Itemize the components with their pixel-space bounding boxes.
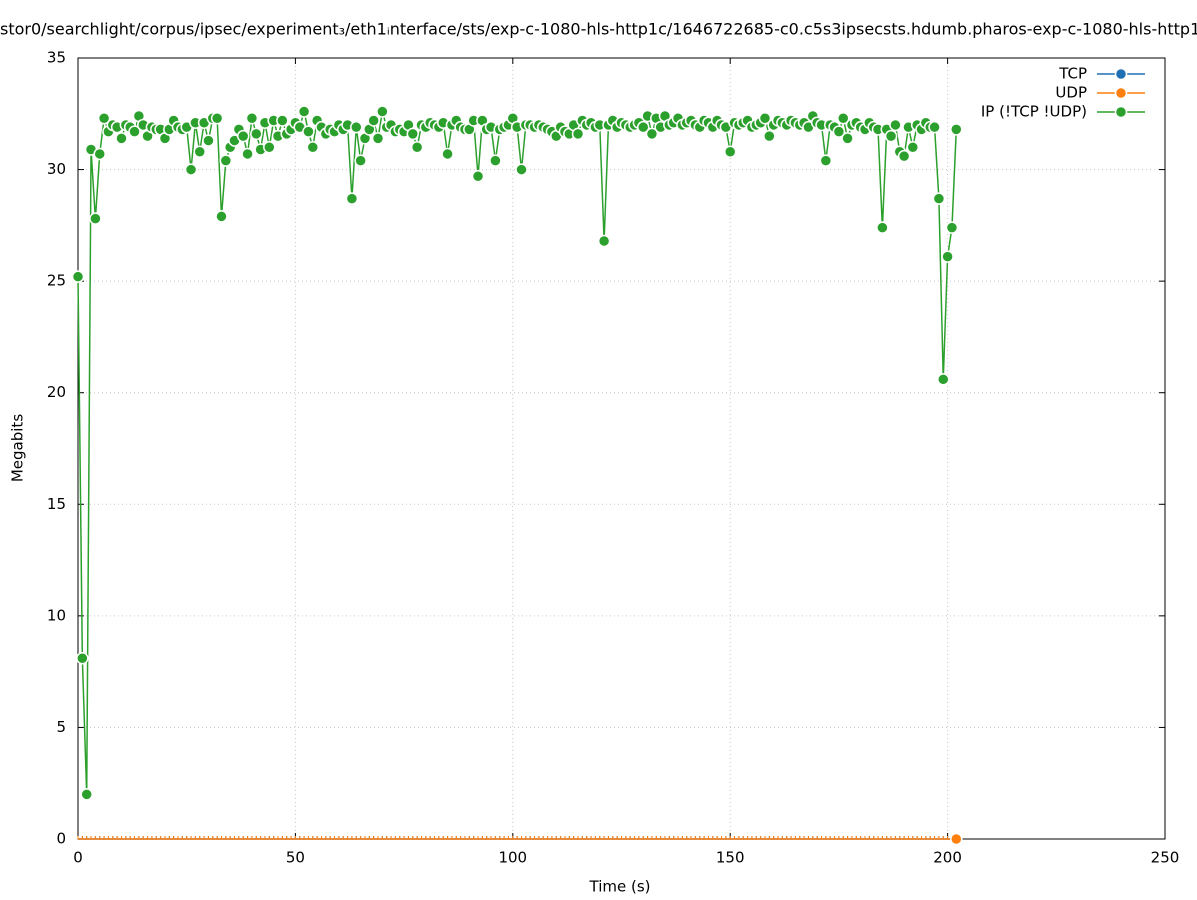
data-point	[306, 141, 320, 154]
data-point	[236, 129, 250, 143]
data-point	[302, 125, 315, 138]
y-tick-label: 20	[47, 383, 66, 401]
data-point	[245, 111, 259, 125]
data-point	[945, 221, 959, 234]
data-point	[115, 132, 128, 145]
data-point	[889, 118, 902, 132]
y-tick-label: 5	[56, 718, 66, 736]
data-point	[489, 154, 502, 167]
data-point	[215, 210, 228, 223]
data-point	[950, 832, 963, 846]
data-point	[441, 147, 454, 161]
data-point	[819, 154, 833, 167]
legend-marker	[1114, 86, 1128, 100]
data-point	[950, 123, 963, 136]
data-point	[841, 132, 854, 145]
legend-label: IP (!TCP !UDP)	[981, 103, 1087, 121]
data-point	[241, 147, 254, 161]
y-axis-label: Megabits	[9, 414, 27, 482]
data-point	[376, 105, 389, 118]
data-point	[250, 127, 263, 141]
y-tick-label: 15	[47, 495, 66, 513]
x-axis-label: Time (s)	[589, 878, 651, 896]
data-point	[515, 163, 528, 176]
legend-marker	[1114, 105, 1128, 119]
chart-title: stor0/searchlight/corpus/ipsec/experimen…	[0, 20, 1197, 39]
data-point	[219, 154, 233, 167]
data-point	[210, 111, 224, 125]
data-point	[758, 111, 772, 125]
legend-label: TCP	[1058, 65, 1087, 83]
x-tick-label: 0	[73, 849, 83, 867]
data-point	[471, 170, 485, 183]
data-point	[367, 114, 380, 127]
y-tick-label: 35	[47, 49, 66, 67]
data-point	[184, 163, 198, 176]
data-point	[263, 141, 276, 154]
legend-label: UDP	[1055, 84, 1087, 102]
data-point	[80, 788, 93, 801]
y-tick-label: 10	[47, 606, 66, 624]
data-point	[297, 105, 311, 118]
data-point	[193, 145, 206, 158]
data-point	[928, 120, 941, 134]
data-point	[723, 145, 737, 158]
data-point	[937, 373, 950, 386]
legend-marker	[1114, 67, 1128, 81]
data-point	[350, 120, 363, 134]
data-point	[97, 111, 111, 125]
data-point	[71, 270, 85, 283]
data-point	[93, 147, 106, 161]
data-point	[836, 111, 850, 125]
data-point	[763, 129, 776, 143]
x-tick-label: 150	[716, 849, 745, 867]
data-point	[354, 154, 367, 167]
data-point	[571, 127, 585, 141]
plot-border	[77, 57, 1166, 840]
x-tick-label: 250	[1151, 849, 1180, 867]
data-point	[202, 134, 215, 147]
data-point	[645, 127, 659, 141]
data-point	[597, 234, 611, 248]
data-point	[832, 125, 846, 138]
data-point	[371, 132, 385, 145]
data-point	[897, 149, 911, 163]
data-point	[941, 250, 954, 263]
series-line	[77, 111, 958, 795]
y-tick-label: 30	[47, 160, 66, 178]
x-tick-label: 200	[933, 849, 962, 867]
data-point	[932, 192, 946, 205]
x-tick-label: 100	[498, 849, 527, 867]
y-tick-label: 25	[47, 272, 66, 290]
data-point	[636, 120, 650, 134]
data-point	[876, 221, 889, 234]
data-point	[128, 125, 141, 138]
data-point	[906, 141, 920, 154]
x-tick-label: 50	[286, 849, 305, 867]
data-point	[276, 114, 289, 127]
data-point	[76, 652, 89, 665]
data-point	[884, 129, 898, 143]
data-point	[89, 212, 102, 225]
data-point	[410, 141, 424, 154]
y-tick-label: 0	[56, 830, 66, 848]
data-point	[406, 127, 420, 141]
data-point	[345, 192, 359, 205]
